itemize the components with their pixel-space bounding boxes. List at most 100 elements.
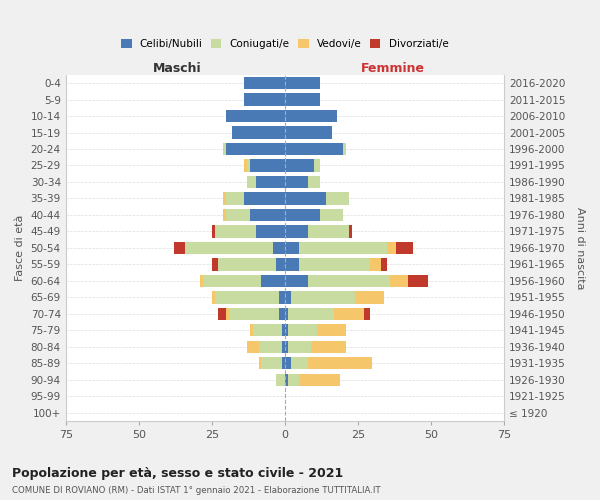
Y-axis label: Fasce di età: Fasce di età bbox=[15, 214, 25, 281]
Bar bbox=[285, 126, 332, 138]
Bar bbox=[285, 258, 299, 270]
Bar bbox=[290, 291, 355, 304]
Bar bbox=[349, 225, 352, 237]
Bar bbox=[185, 242, 273, 254]
Bar bbox=[223, 192, 226, 204]
Bar bbox=[343, 143, 346, 155]
Bar bbox=[200, 274, 203, 287]
Text: Popolazione per età, sesso e stato civile - 2021: Popolazione per età, sesso e stato civil… bbox=[12, 468, 343, 480]
Bar bbox=[250, 324, 253, 336]
Bar bbox=[334, 308, 364, 320]
Bar bbox=[285, 160, 314, 172]
Bar bbox=[262, 274, 285, 287]
Bar bbox=[218, 258, 276, 270]
Bar bbox=[381, 258, 387, 270]
Bar bbox=[288, 374, 299, 386]
Bar bbox=[285, 94, 320, 106]
Legend: Celibi/Nubili, Coniugati/e, Vedovi/e, Divorziati/e: Celibi/Nubili, Coniugati/e, Vedovi/e, Di… bbox=[117, 35, 452, 54]
Bar bbox=[244, 192, 285, 204]
Bar bbox=[355, 291, 384, 304]
Bar bbox=[285, 110, 337, 122]
Bar bbox=[229, 308, 279, 320]
Bar bbox=[308, 357, 373, 370]
Bar bbox=[250, 160, 285, 172]
Bar bbox=[364, 308, 370, 320]
Bar bbox=[279, 308, 285, 320]
Bar bbox=[299, 242, 387, 254]
Bar bbox=[259, 340, 282, 353]
Bar bbox=[285, 274, 308, 287]
Bar bbox=[326, 192, 349, 204]
Bar bbox=[226, 110, 285, 122]
Bar bbox=[308, 274, 390, 287]
Bar bbox=[273, 242, 285, 254]
Bar bbox=[174, 242, 185, 254]
Bar bbox=[226, 143, 285, 155]
Bar bbox=[279, 291, 285, 304]
Bar bbox=[317, 324, 346, 336]
Bar bbox=[262, 357, 282, 370]
Bar bbox=[247, 176, 256, 188]
Bar bbox=[290, 357, 308, 370]
Bar bbox=[212, 225, 215, 237]
Bar bbox=[282, 340, 285, 353]
Bar bbox=[285, 176, 308, 188]
Bar bbox=[226, 209, 250, 221]
Bar bbox=[314, 160, 320, 172]
Bar bbox=[215, 225, 256, 237]
Bar bbox=[212, 291, 215, 304]
Bar bbox=[288, 324, 317, 336]
Bar bbox=[282, 324, 285, 336]
Bar bbox=[285, 308, 288, 320]
Bar bbox=[299, 374, 340, 386]
Bar bbox=[308, 176, 320, 188]
Text: Femmine: Femmine bbox=[361, 62, 425, 75]
Text: COMUNE DI ROVIANO (RM) - Dati ISTAT 1° gennaio 2021 - Elaborazione TUTTITALIA.IT: COMUNE DI ROVIANO (RM) - Dati ISTAT 1° g… bbox=[12, 486, 380, 495]
Bar bbox=[223, 209, 226, 221]
Bar bbox=[285, 374, 288, 386]
Bar bbox=[285, 242, 299, 254]
Bar bbox=[370, 258, 381, 270]
Y-axis label: Anni di nascita: Anni di nascita bbox=[575, 206, 585, 289]
Bar bbox=[285, 77, 320, 90]
Bar bbox=[285, 357, 290, 370]
Bar bbox=[390, 274, 407, 287]
Bar bbox=[259, 357, 262, 370]
Bar bbox=[299, 258, 370, 270]
Bar bbox=[285, 143, 343, 155]
Bar bbox=[407, 274, 428, 287]
Bar bbox=[244, 160, 247, 172]
Bar bbox=[247, 340, 259, 353]
Bar bbox=[387, 242, 396, 254]
Bar bbox=[285, 324, 288, 336]
Bar bbox=[212, 258, 218, 270]
Bar bbox=[285, 209, 320, 221]
Bar bbox=[311, 340, 346, 353]
Bar bbox=[226, 192, 244, 204]
Bar bbox=[396, 242, 413, 254]
Bar bbox=[232, 126, 285, 138]
Bar bbox=[256, 225, 285, 237]
Bar bbox=[244, 94, 285, 106]
Bar bbox=[215, 291, 279, 304]
Bar bbox=[218, 308, 226, 320]
Bar bbox=[226, 308, 229, 320]
Bar bbox=[276, 258, 285, 270]
Bar bbox=[223, 143, 226, 155]
Bar bbox=[250, 209, 285, 221]
Bar bbox=[256, 176, 285, 188]
Text: Maschi: Maschi bbox=[152, 62, 201, 75]
Bar bbox=[247, 160, 250, 172]
Bar bbox=[244, 77, 285, 90]
Bar bbox=[285, 291, 290, 304]
Bar bbox=[203, 274, 262, 287]
Bar bbox=[253, 324, 282, 336]
Bar bbox=[288, 308, 334, 320]
Bar bbox=[282, 357, 285, 370]
Bar bbox=[288, 340, 311, 353]
Bar bbox=[285, 340, 288, 353]
Bar bbox=[276, 374, 285, 386]
Bar bbox=[308, 225, 349, 237]
Bar bbox=[320, 209, 343, 221]
Bar bbox=[285, 225, 308, 237]
